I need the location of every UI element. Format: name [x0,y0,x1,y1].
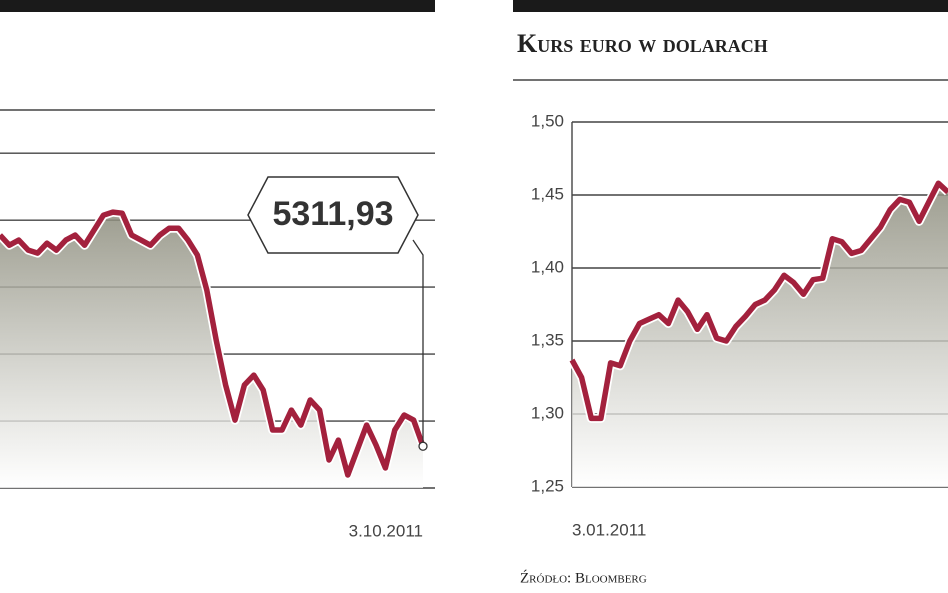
header-bar [0,0,435,12]
chart-right: 1,25 1,30 1,35 1,40 1,45 1,50 3.01.2011 [531,111,948,539]
y-tick-label: 1,25 [531,476,564,495]
x-tick-label: 3.10.2011 [349,521,423,540]
y-tick-label: 1,35 [531,330,564,349]
y-tick-label: 1,45 [531,184,564,203]
area-fill [572,183,948,488]
label-box [247,176,419,254]
leader-line [412,239,424,447]
chart-left: 3.10.2011 5311,93 [0,152,435,540]
source-note: Źródło: Bloomberg [520,569,647,586]
chart-title: Kurs euro w dolarach [517,29,768,58]
value-label: 5311,93 [272,195,393,233]
data-line [569,180,948,422]
data-line [0,209,426,478]
header-bar [513,0,948,12]
y-tick-label: 1,50 [531,111,564,130]
end-marker [418,441,428,451]
y-tick-label: 1,30 [531,403,564,422]
y-tick-label: 1,40 [531,257,564,276]
x-tick-label: 3.01.2011 [572,520,646,539]
